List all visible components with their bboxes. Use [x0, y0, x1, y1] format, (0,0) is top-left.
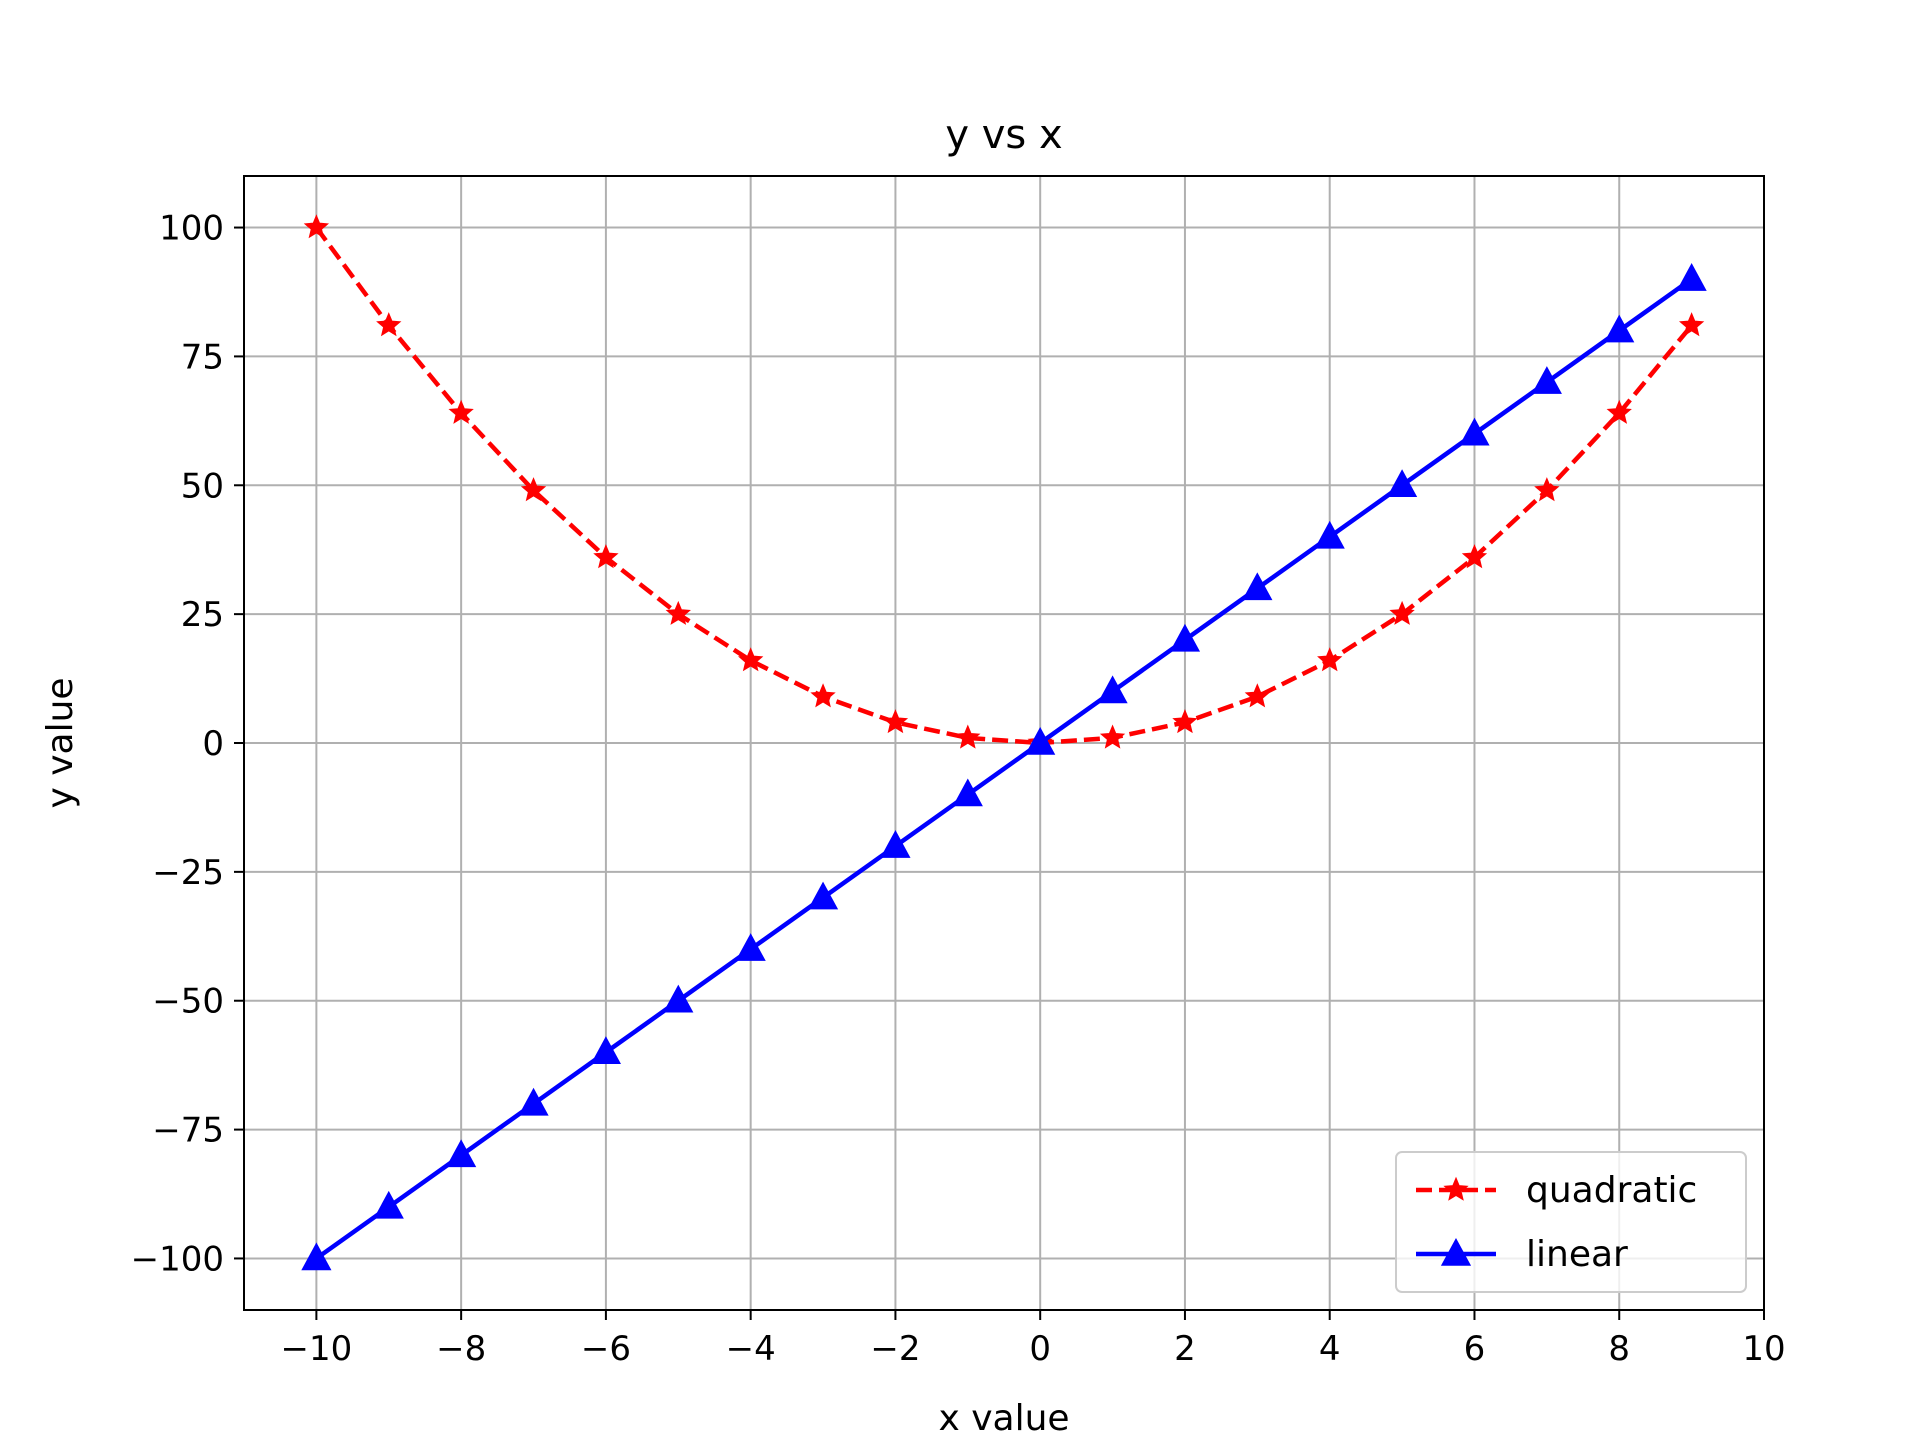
data-point-quadratic [1244, 683, 1270, 708]
y-tick-label: −100 [131, 1239, 224, 1279]
data-point-linear [1242, 572, 1273, 601]
data-point-quadratic [882, 709, 909, 734]
data-point-linear [1531, 366, 1562, 394]
data-point-linear [1169, 623, 1201, 652]
legend-box [1395, 1151, 1747, 1293]
x-tick-label: 0 [1029, 1329, 1051, 1369]
x-tick-label: 6 [1464, 1329, 1486, 1369]
x-tick-label: −2 [870, 1329, 920, 1369]
x-tick-label: −4 [726, 1329, 776, 1369]
x-axis-ticks: −10 −8 −6 −4 −2 0 2 4 6 8 10 [280, 1310, 1786, 1369]
data-point-quadratic [810, 683, 836, 708]
data-point-linear [1387, 469, 1418, 498]
data-point-quadratic [738, 647, 764, 672]
data-point-linear [301, 1242, 332, 1271]
data-point-linear [518, 1087, 549, 1116]
x-tick-label: 4 [1319, 1329, 1341, 1369]
y-tick-label: 100 [159, 209, 224, 249]
data-point-quadratic [376, 312, 402, 337]
data-point-quadratic [1678, 312, 1705, 337]
data-point-quadratic [303, 214, 330, 239]
series-layer [301, 214, 1707, 1271]
data-point-quadratic [955, 724, 981, 749]
x-tick-label: 10 [1742, 1329, 1785, 1369]
legend-label: quadratic [1526, 1170, 1697, 1211]
data-point-linear [952, 778, 983, 807]
data-point-linear [1097, 675, 1128, 704]
data-point-linear [1025, 726, 1056, 755]
y-tick-label: −50 [152, 982, 224, 1022]
data-point-linear [1604, 314, 1635, 343]
data-point-linear [373, 1190, 404, 1219]
legend-item-quadratic: quadratic [1416, 1170, 1697, 1211]
y-tick-label: 0 [202, 724, 224, 764]
chart-title: y vs x [945, 112, 1062, 158]
y-tick-label: −25 [152, 853, 224, 893]
legend: quadratic linear [1395, 1151, 1747, 1293]
y-tick-label: 25 [181, 595, 224, 635]
data-point-quadratic [1534, 477, 1560, 502]
x-tick-label: −10 [280, 1329, 352, 1369]
data-point-linear [590, 1036, 621, 1065]
data-point-linear [663, 984, 694, 1013]
data-point-quadratic [1317, 647, 1343, 672]
legend-marker [1443, 1176, 1469, 1201]
data-point-linear [880, 830, 911, 858]
x-axis-label: x value [938, 1398, 1069, 1439]
data-point-quadratic [520, 477, 547, 502]
data-point-linear [1459, 417, 1490, 446]
data-point-quadratic [593, 544, 619, 569]
x-tick-label: 2 [1174, 1329, 1196, 1369]
y-axis-label: y value [40, 677, 81, 808]
data-point-quadratic [1099, 724, 1126, 749]
data-point-quadratic [1606, 399, 1632, 424]
data-point-quadratic [1461, 544, 1488, 569]
series-line-quadratic [314, 226, 1694, 746]
data-point-quadratic [1389, 600, 1415, 625]
x-tick-label: −8 [436, 1329, 486, 1369]
x-tick-label: −6 [581, 1329, 631, 1369]
legend-marker [1440, 1237, 1472, 1266]
x-tick-label: 8 [1608, 1329, 1630, 1369]
data-point-linear [807, 881, 839, 910]
data-point-quadratic [1172, 709, 1198, 734]
y-axis-ticks: −100 −75 −50 −25 0 25 50 75 100 [131, 209, 244, 1279]
y-tick-label: −75 [152, 1111, 224, 1151]
data-point-quadratic [448, 399, 474, 424]
y-tick-label: 75 [181, 337, 224, 377]
series-linear [301, 263, 1707, 1271]
data-point-linear [446, 1139, 477, 1168]
data-point-linear [1676, 263, 1707, 291]
data-point-linear [1314, 520, 1345, 549]
data-point-quadratic [665, 600, 691, 625]
data-point-linear [735, 933, 766, 961]
legend-label: linear [1526, 1234, 1628, 1275]
legend-item-linear: linear [1416, 1234, 1628, 1275]
y-tick-label: 50 [181, 466, 224, 506]
